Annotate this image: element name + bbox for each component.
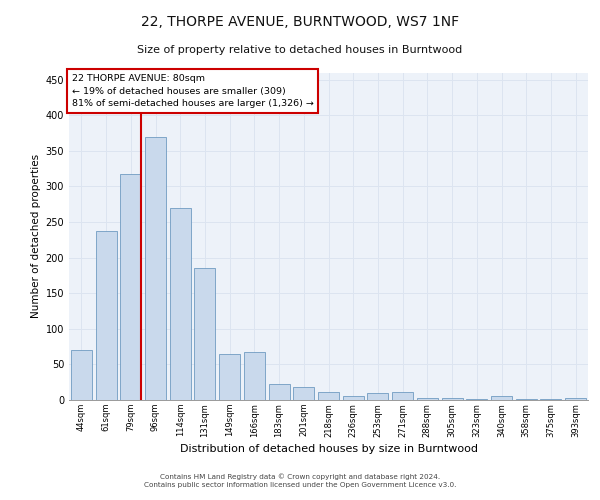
Text: Contains HM Land Registry data © Crown copyright and database right 2024.
Contai: Contains HM Land Registry data © Crown c… [144, 474, 456, 488]
Text: 22, THORPE AVENUE, BURNTWOOD, WS7 1NF: 22, THORPE AVENUE, BURNTWOOD, WS7 1NF [141, 15, 459, 29]
Y-axis label: Number of detached properties: Number of detached properties [31, 154, 41, 318]
Bar [293, 387, 314, 400]
Bar [565, 398, 586, 400]
X-axis label: Distribution of detached houses by size in Burntwood: Distribution of detached houses by size … [179, 444, 478, 454]
Bar [466, 398, 487, 400]
Bar [417, 398, 438, 400]
Bar [219, 354, 240, 400]
Bar [170, 208, 191, 400]
Bar [71, 350, 92, 400]
Text: Size of property relative to detached houses in Burntwood: Size of property relative to detached ho… [137, 45, 463, 55]
Bar [120, 174, 141, 400]
Text: 22 THORPE AVENUE: 80sqm
← 19% of detached houses are smaller (309)
81% of semi-d: 22 THORPE AVENUE: 80sqm ← 19% of detache… [71, 74, 313, 108]
Bar [194, 268, 215, 400]
Bar [318, 392, 339, 400]
Bar [442, 398, 463, 400]
Bar [95, 232, 116, 400]
Bar [145, 136, 166, 400]
Bar [367, 393, 388, 400]
Bar [244, 352, 265, 400]
Bar [269, 384, 290, 400]
Bar [392, 392, 413, 400]
Bar [491, 396, 512, 400]
Bar [343, 396, 364, 400]
